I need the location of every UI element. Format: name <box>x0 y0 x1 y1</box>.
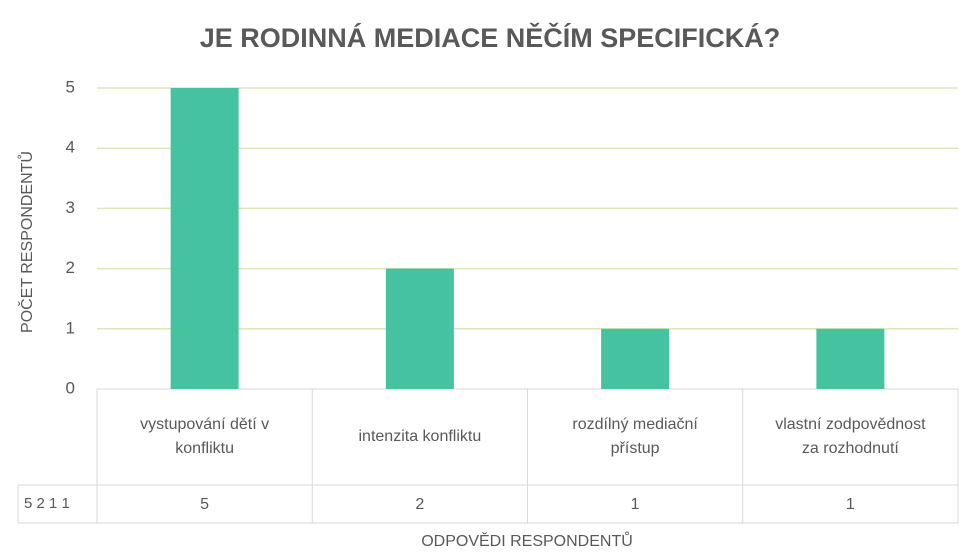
x-tick-label: vystupování dětí v konfliktu <box>140 416 270 457</box>
y-tick-label: 3 <box>66 198 75 217</box>
y-tick-label: 1 <box>66 318 75 337</box>
table-value: 1 <box>631 496 640 513</box>
x-tick-label-box: rozdílný mediační přístup <box>572 416 698 457</box>
bar <box>170 88 239 389</box>
x-tick-label: rozdílný mediační přístup <box>572 416 698 457</box>
y-tick-label: 2 <box>66 258 75 277</box>
bar <box>816 328 885 389</box>
x-tick-label-box: intenzita konfliktu <box>358 428 482 445</box>
bar <box>601 328 670 389</box>
table-value: 5 <box>200 496 209 513</box>
x-tick-label-box: vlastní zodpovědnost za rozhodnutí <box>775 416 926 457</box>
x-axis-label: ODPOVĚDI RESPONDENTŮ <box>421 531 633 550</box>
y-axis-label: POČET RESPONDENTŮ <box>17 151 36 333</box>
y-tick-label: 0 <box>66 378 75 397</box>
chart-title: JE RODINNÁ MEDIACE NĚČÍM SPECIFICKÁ? <box>200 22 781 53</box>
y-tick-label: 4 <box>66 138 75 157</box>
legend-label: 5 2 1 1 <box>24 495 70 512</box>
x-tick-label: intenzita konfliktu <box>358 428 482 445</box>
table-value: 1 <box>846 496 855 513</box>
x-tick-label: vlastní zodpovědnost za rozhodnutí <box>775 416 926 457</box>
y-tick-label: 5 <box>66 77 75 96</box>
bar <box>385 268 454 389</box>
table-value: 2 <box>415 496 424 513</box>
x-tick-label-box: vystupování dětí v konfliktu <box>140 416 270 457</box>
